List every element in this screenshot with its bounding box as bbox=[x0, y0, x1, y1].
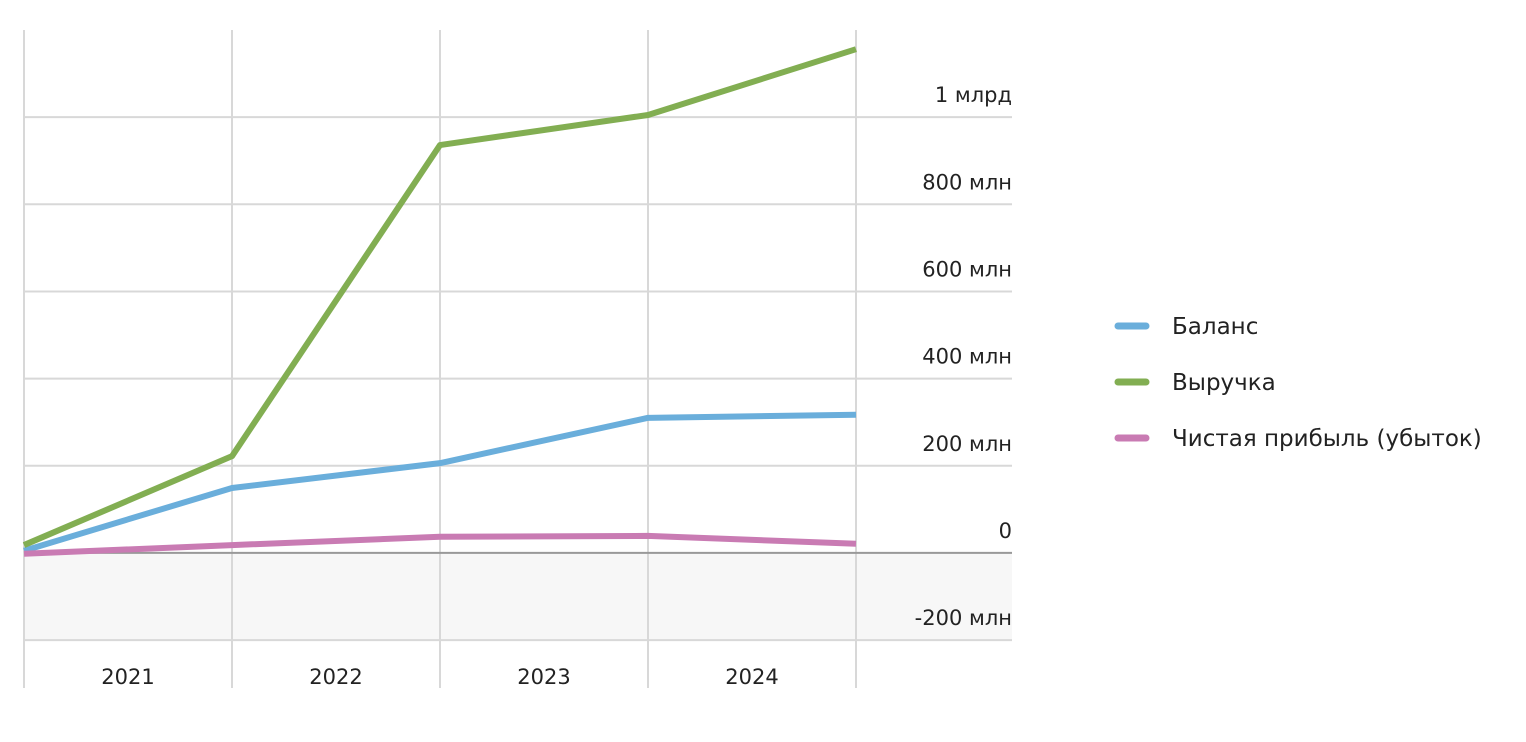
x-tick-label: 2023 bbox=[517, 665, 570, 689]
series-line bbox=[22, 46, 857, 548]
y-tick-label: 200 млн bbox=[922, 432, 1012, 456]
y-tick-label: -200 млн bbox=[915, 606, 1012, 630]
x-tick-label: 2022 bbox=[309, 665, 362, 689]
legend-label: Баланс bbox=[1172, 314, 1258, 340]
legend-label: Выручка bbox=[1172, 370, 1276, 396]
negative-area bbox=[24, 552, 1012, 641]
series-line bbox=[23, 532, 857, 557]
y-tick-label: 800 млн bbox=[922, 170, 1012, 194]
legend-label: Чистая прибыль (убыток) bbox=[1172, 426, 1482, 452]
y-tick-label: 600 млн bbox=[922, 257, 1012, 281]
x-tick-label: 2024 bbox=[725, 665, 778, 689]
x-tick-label: 2021 bbox=[101, 665, 154, 689]
y-tick-label: 0 bbox=[999, 519, 1012, 543]
y-tick-label: 400 млн bbox=[922, 345, 1012, 369]
series-line bbox=[23, 411, 857, 554]
y-tick-label: 1 млрд bbox=[935, 83, 1012, 107]
